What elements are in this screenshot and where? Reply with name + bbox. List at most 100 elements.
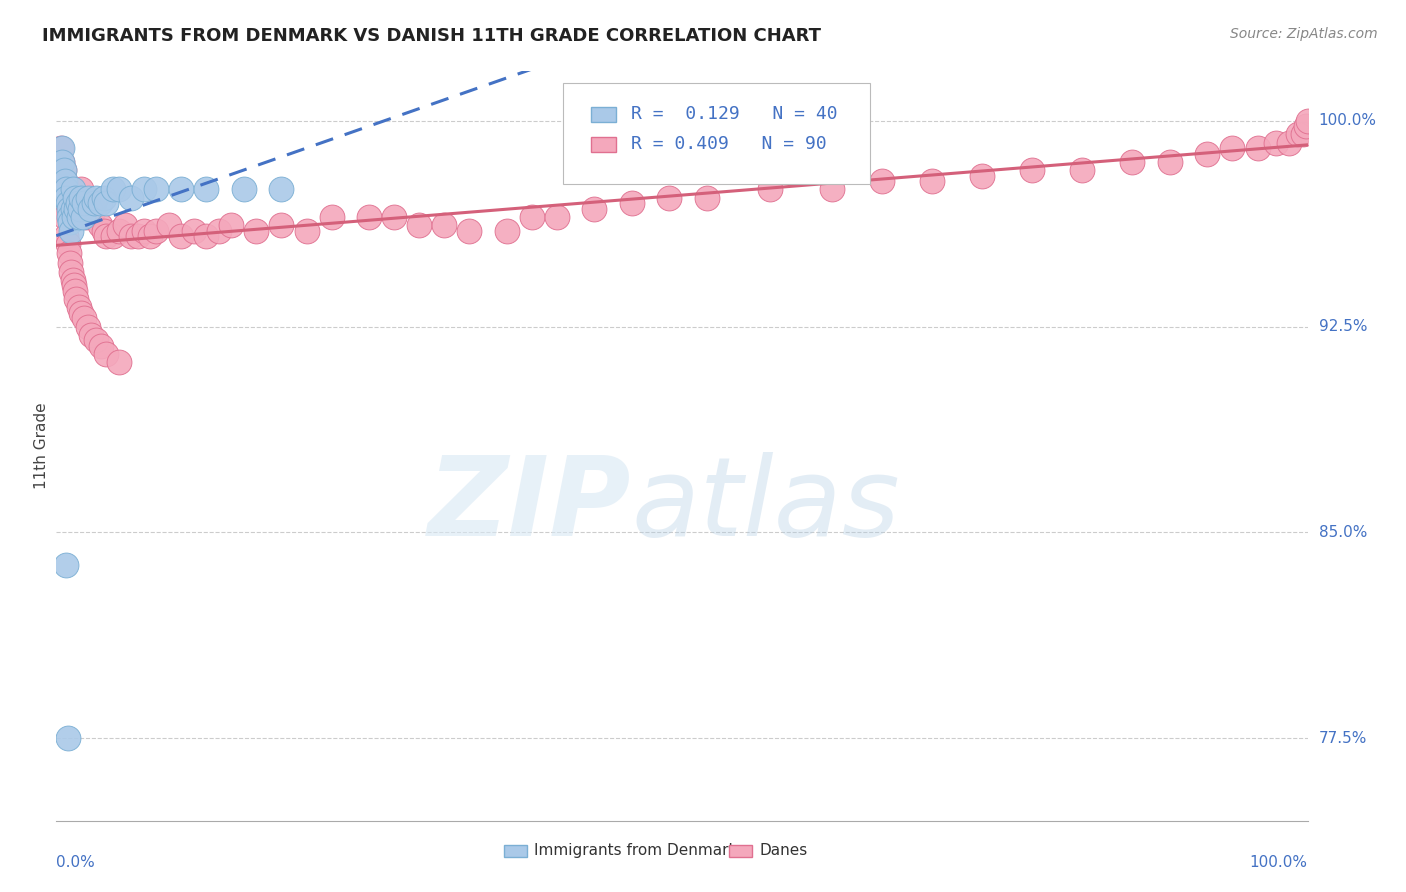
Point xyxy=(433,218,456,232)
Point xyxy=(70,191,93,205)
Point xyxy=(758,182,780,196)
Text: 100.0%: 100.0% xyxy=(1250,855,1308,871)
Point xyxy=(108,223,131,237)
Point xyxy=(77,202,100,216)
Text: R =  0.129   N = 40: R = 0.129 N = 40 xyxy=(631,105,837,123)
Point xyxy=(62,273,84,287)
Point xyxy=(65,202,87,216)
Text: Immigrants from Denmark: Immigrants from Denmark xyxy=(534,843,738,858)
Point xyxy=(73,196,96,211)
Point xyxy=(221,218,243,232)
Point xyxy=(67,210,90,224)
Point xyxy=(458,223,481,237)
Point xyxy=(1291,128,1313,142)
Point xyxy=(546,210,568,224)
Point xyxy=(67,301,90,315)
Point xyxy=(90,339,112,353)
Point xyxy=(58,245,80,260)
Point xyxy=(60,202,83,216)
Point xyxy=(80,210,103,224)
Point xyxy=(245,223,267,237)
Point xyxy=(62,210,84,224)
Point xyxy=(270,218,292,232)
Point xyxy=(972,169,994,183)
Point xyxy=(70,182,93,196)
Point xyxy=(66,196,89,211)
Text: Danes: Danes xyxy=(759,843,807,858)
Point xyxy=(62,191,84,205)
Point xyxy=(127,229,149,244)
Point xyxy=(1246,141,1268,155)
Point xyxy=(1295,120,1317,134)
Point xyxy=(55,182,77,196)
Point xyxy=(56,196,79,211)
Point xyxy=(145,182,167,196)
Point xyxy=(93,191,115,205)
Point xyxy=(101,229,124,244)
FancyBboxPatch shape xyxy=(730,845,752,856)
Text: Source: ZipAtlas.com: Source: ZipAtlas.com xyxy=(1230,27,1378,41)
Point xyxy=(72,210,94,224)
Point xyxy=(1121,155,1143,169)
Text: atlas: atlas xyxy=(631,452,900,559)
Point xyxy=(59,256,82,270)
Point xyxy=(55,191,77,205)
Point xyxy=(93,223,115,237)
Point xyxy=(51,155,73,169)
Point xyxy=(56,237,79,252)
Point xyxy=(170,229,193,244)
Point xyxy=(120,191,142,205)
Point xyxy=(114,218,136,232)
Point xyxy=(53,174,76,188)
Point xyxy=(921,174,943,188)
Point xyxy=(51,141,73,155)
Point xyxy=(382,210,405,224)
Point xyxy=(101,182,124,196)
Point xyxy=(53,174,76,188)
Point xyxy=(55,182,77,196)
Point xyxy=(1222,141,1244,155)
Point xyxy=(520,210,543,224)
Point xyxy=(59,182,82,196)
Point xyxy=(96,229,118,244)
Point xyxy=(157,218,180,232)
Point xyxy=(270,182,292,196)
Point xyxy=(84,334,107,348)
Point xyxy=(73,311,96,326)
Point xyxy=(52,202,75,216)
Point xyxy=(58,202,80,216)
Point xyxy=(1286,128,1309,142)
Text: IMMIGRANTS FROM DENMARK VS DANISH 11TH GRADE CORRELATION CHART: IMMIGRANTS FROM DENMARK VS DANISH 11TH G… xyxy=(42,27,821,45)
Point xyxy=(208,223,231,237)
Point xyxy=(84,191,107,205)
Point xyxy=(58,196,80,211)
Point xyxy=(60,223,83,237)
Point xyxy=(108,182,131,196)
Point xyxy=(65,292,87,306)
FancyBboxPatch shape xyxy=(591,136,616,152)
Point xyxy=(183,223,205,237)
Point xyxy=(108,355,131,369)
FancyBboxPatch shape xyxy=(505,845,527,856)
Point xyxy=(1265,136,1288,150)
Point xyxy=(233,182,256,196)
Point xyxy=(89,196,111,211)
Point xyxy=(67,191,90,205)
Text: R = 0.409   N = 90: R = 0.409 N = 90 xyxy=(631,135,827,153)
Text: ZIP: ZIP xyxy=(429,452,631,559)
Point xyxy=(65,202,87,216)
Point xyxy=(870,174,893,188)
Point xyxy=(132,182,155,196)
Point xyxy=(195,182,218,196)
Point xyxy=(1021,163,1043,178)
Point xyxy=(70,306,93,320)
Point xyxy=(51,141,73,155)
Text: 77.5%: 77.5% xyxy=(1319,731,1367,746)
Point xyxy=(120,229,142,244)
Point xyxy=(56,191,79,205)
Point xyxy=(583,202,606,216)
Point xyxy=(53,210,76,224)
Point xyxy=(408,218,430,232)
Point xyxy=(75,210,97,224)
Point xyxy=(821,182,844,196)
